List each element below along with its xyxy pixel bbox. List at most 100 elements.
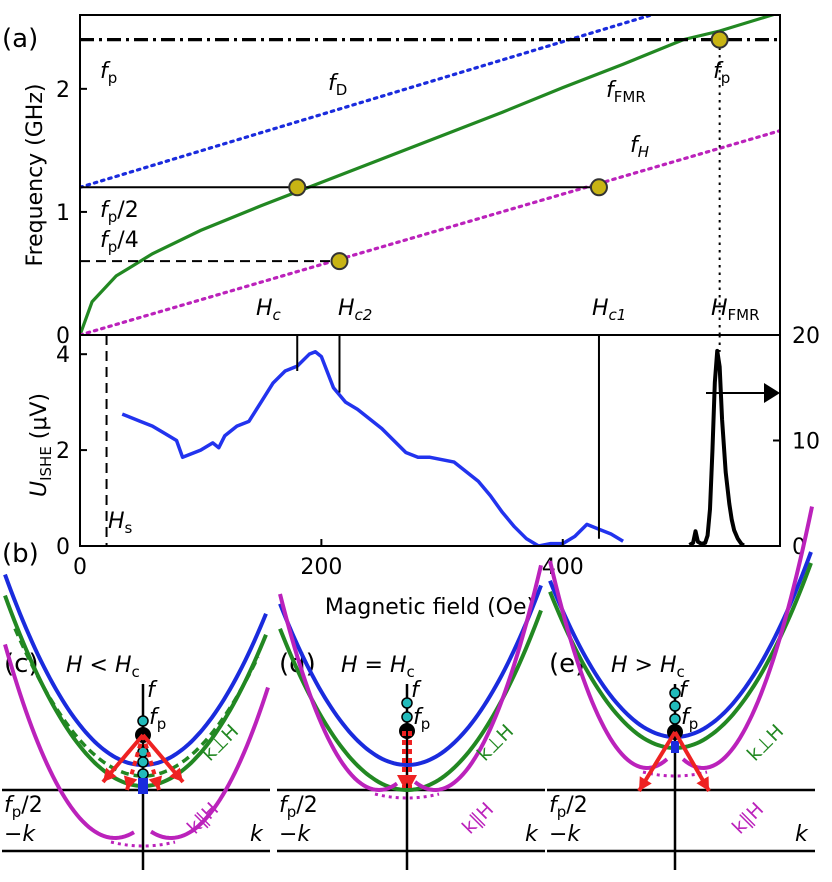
intersection-marker-1 — [330, 252, 349, 271]
magenta-branch-right — [149, 686, 270, 841]
fp-label: fp — [681, 705, 698, 733]
fp-label: fp — [149, 705, 166, 733]
k-perp-h-label: k⊥H — [743, 720, 788, 765]
panel-a-y-axis-label: Frequency (GHz) — [23, 84, 48, 267]
mode-point-1 — [669, 700, 681, 712]
a-y-tick-label: 0 — [56, 324, 70, 349]
blue-branch — [278, 584, 543, 767]
a-y-tick-label: 1 — [56, 201, 70, 226]
green-branch-k-perp-h — [548, 562, 813, 750]
panel-a: 0 1 2 (a) Frequency (GHz) fp fD fFMR fp fH… — [2, 14, 781, 349]
Hc1-label: Hc1 — [592, 296, 626, 324]
Hs-label: Hs — [108, 509, 133, 537]
magenta-branch-left — [548, 560, 669, 771]
panel-e-title: H > Hc — [611, 653, 685, 681]
fp2-level-label: fp/2 — [279, 793, 318, 821]
k-par-h-label: k∥H — [728, 798, 768, 838]
intersection-marker-2 — [589, 178, 608, 197]
intersection-marker-0 — [288, 178, 307, 197]
f-axis-label: f — [679, 678, 690, 703]
panel-a-reference-lines — [80, 39, 721, 335]
pump-arrowhead-0 — [103, 767, 117, 782]
panel-a-y-ticks: 0 1 2 — [56, 78, 87, 349]
k-perp-h-label: k⊥H — [473, 720, 518, 765]
panel-a-label: (a) — [2, 24, 38, 54]
fp2-level-label: fp/2 — [549, 793, 588, 821]
series-fmr — [688, 348, 745, 546]
pump-arrowhead-0 — [639, 776, 652, 791]
mode-point-3 — [137, 756, 149, 768]
k-positive-label: k — [525, 822, 539, 847]
a-y-tick-label: 2 — [56, 78, 70, 103]
x-axis-label: Magnetic field (Oe) — [325, 595, 535, 620]
pump-arrowhead-2 — [123, 775, 138, 790]
mode-point-2 — [669, 713, 681, 725]
mode-point-0 — [401, 697, 413, 709]
blue-bar — [671, 741, 679, 753]
fp-right-label: fp — [713, 59, 730, 87]
pump-arrowhead-1 — [403, 775, 417, 788]
fp-left-label: fp — [100, 59, 117, 87]
fp2-level-label: fp/2 — [4, 793, 43, 821]
magenta-branch-left — [3, 643, 135, 841]
panel-b-frame — [79, 334, 781, 547]
b-y-tick-label: 2 — [56, 439, 70, 464]
magenta-branch-right — [413, 564, 543, 793]
mode-point-1 — [401, 711, 413, 723]
pump-arrowhead-1 — [169, 767, 183, 782]
magenta-dotted-cusp — [374, 792, 440, 800]
panel-b-label: (b) — [2, 539, 39, 569]
f-axis-label: f — [411, 678, 422, 703]
x-tick-label: 400 — [542, 555, 584, 580]
magenta-branch-left — [278, 593, 399, 793]
panel-a-frame — [79, 14, 781, 336]
panel-a-markers — [288, 30, 729, 271]
Hc2-label: Hc2 — [338, 296, 372, 324]
panel-d-title: H = Hc — [341, 653, 415, 681]
mode-point-4 — [137, 768, 149, 780]
b-y-tick-label: 4 — [56, 343, 70, 368]
Hc-label: Hc — [256, 296, 282, 324]
panel-b-y-axis-label: UISHE (μV) — [27, 393, 55, 497]
panel-b-series — [121, 348, 745, 546]
f-axis-label: f — [147, 678, 158, 703]
mode-point-0 — [669, 687, 681, 699]
series-u-ishe — [121, 350, 624, 546]
k-positive-label: k — [250, 822, 264, 847]
k-positive-label: k — [795, 822, 809, 847]
right-axis-arrow — [706, 383, 780, 403]
fH-label: fH — [630, 133, 649, 161]
k-negative-label: −k — [549, 822, 581, 847]
x-tick-label: 0 — [73, 555, 87, 580]
fFMR-label: fFMR — [606, 78, 646, 106]
b-y-tick-label: 0 — [56, 535, 70, 560]
green-branch-k-perp-h — [3, 594, 268, 789]
k-par-h-label: k∥H — [458, 798, 498, 838]
magenta-dotted-cusp — [110, 840, 176, 848]
green-dashed-branch — [13, 627, 260, 778]
panel-b-reference-lines — [105, 335, 721, 546]
fp2-label: fp/2 — [100, 198, 139, 226]
b-right-y-tick-label: 20 — [792, 324, 820, 349]
intersection-marker-3 — [710, 30, 729, 49]
mode-point-0 — [137, 715, 149, 727]
panel-a-series — [80, 15, 780, 335]
series-f-d — [80, 15, 657, 189]
pump-arrowhead-1 — [696, 776, 709, 791]
series-f-h — [80, 129, 780, 335]
b-right-y-tick-label: 10 — [792, 430, 820, 455]
pump-arrowhead-3 — [148, 775, 163, 790]
series-f-fmr — [80, 15, 778, 335]
magenta-branch-right — [681, 506, 814, 771]
HFMR-label: HFMR — [711, 296, 760, 324]
x-tick-label: 200 — [300, 555, 342, 580]
k-negative-label: −k — [279, 822, 311, 847]
fp-label: fp — [413, 705, 430, 733]
